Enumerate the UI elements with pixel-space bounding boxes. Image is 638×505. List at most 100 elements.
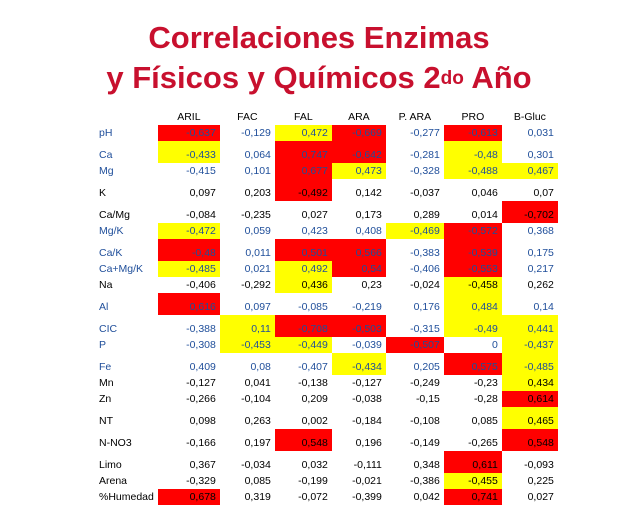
table-cell: -0,034 [241,459,271,471]
table-cell: 0,319 [244,491,271,503]
table-cell: 0,203 [244,187,271,199]
row-label: Ca+Mg/K [99,263,144,275]
table-cell: 0,472 [274,125,332,141]
table-cell: 0,492 [274,261,332,277]
column-header: B-Gluc [513,110,546,123]
table-row: N-NO3 -0,166 0,197 0,548 0,196 -0,149 -0,265 0,… [97,429,558,451]
table-cell: 0,408 [355,225,382,237]
table-cell: 0,434 [501,375,558,391]
row-label: Ca/Mg [99,209,130,221]
table-cell: 0,575 [443,353,502,375]
table-cell: 0,301 [527,149,554,161]
table-cell: -0,492 [274,179,332,201]
table-cell: 0,747 [274,141,332,163]
table-cell: -0,708 [274,315,332,337]
table-cell: 0,197 [244,437,271,449]
row-label: pH [99,127,113,139]
table-cell: -0,127 [186,377,216,389]
table-cell: -0,23 [473,377,498,389]
table-cell: 0,046 [471,187,498,199]
table-cell: 0,616 [157,293,220,315]
table-cell: 0,097 [189,187,216,199]
row-label: K [99,187,107,199]
table-cell: 0,142 [355,187,382,199]
table-cell: 0,409 [189,361,216,373]
row-label: Na [99,279,113,291]
table-cell: -0,386 [410,475,440,487]
row-label: Zn [99,393,112,405]
table-cell: -0,129 [241,127,271,139]
table-cell: -0,488 [443,163,502,179]
table-cell: -0,458 [443,277,502,293]
table-cell: -0,669 [331,125,386,141]
table-cell: -0,308 [186,339,216,351]
row-label: N-NO3 [99,437,132,449]
table-cell: -0,281 [410,149,440,161]
row-label: Arena [99,475,128,487]
table-cell: 0,059 [244,225,271,237]
table-cell: -0,219 [352,301,382,313]
title-line-2-end: Año [463,60,532,95]
table-cell: -0,039 [352,339,382,351]
table-cell: 0,611 [443,451,502,473]
table-cell: 0,262 [527,279,554,291]
table-cell: -0,434 [331,353,386,375]
table-cell: -0,433 [157,141,220,163]
table-cell: 0,064 [244,149,271,161]
table-cell: -0,48 [443,141,502,163]
table-cell: 0,101 [244,165,271,177]
table-cell: 0,484 [443,293,502,315]
table-cell: 0,217 [527,263,554,275]
table-cell: 0,11 [219,315,275,337]
table-cell: -0,453 [219,337,275,353]
table-cell: -0,407 [298,361,328,373]
table-row: Ca+Mg/K -0,485 0,021 0,492 0,54 -0,406 -0,553 0… [97,261,558,277]
table-cell: -0,127 [352,377,382,389]
table-row: K 0,097 0,203 -0,492 0,142 -0,037 0,046 0,07 [97,179,558,201]
table-row: Limo 0,367 -0,034 0,032 -0,111 0,348 0,611 -0,0… [97,451,558,473]
table-cell: 0 [492,339,498,351]
table-cell: -0,292 [241,279,271,291]
table-cell: -0,085 [298,301,328,313]
table-cell: 0,021 [244,263,271,275]
title-line-1: Correlaciones Enzimas [148,20,490,55]
table-row: P -0,308 -0,453 -0,449 -0,039 -0,507 0 -0,437 [97,337,558,353]
table-cell: 0,173 [355,209,382,221]
row-label: %Humedad [99,491,154,503]
table-body: pH -0,637 -0,129 0,472 -0,669 -0,277 -0,613 0,0… [97,125,558,505]
table-cell: -0,149 [410,437,440,449]
table-cell: -0,15 [415,393,440,405]
table-cell: -0,415 [186,165,216,177]
table-cell: 0,085 [471,415,498,427]
table-cell: 0,467 [501,163,558,179]
table-cell: -0,104 [241,393,271,405]
table-cell: 0,098 [189,415,216,427]
correlation-table: ARIL FAC FAL ARA P. ARA PRO B-Gluc pH -0,… [97,108,558,505]
column-header: ARA [348,110,370,123]
table-cell: 0,176 [413,301,440,313]
table-cell: -0,024 [410,279,440,291]
table-cell: 0,677 [274,163,332,179]
table-cell: 0,175 [527,247,554,259]
table-cell: 0,423 [301,225,328,237]
table-cell: 0,002 [301,415,328,427]
title-line-2: y Físicos y Químicos 2do Año [0,60,638,101]
row-label: Fe [99,361,112,373]
table-cell: -0,166 [186,437,216,449]
table-cell: -0,553 [443,261,502,277]
table-row: Fe 0,409 0,08 -0,407 -0,434 0,205 0,575 -0,485 [97,353,558,375]
table-cell: -0,48 [157,239,220,261]
table-row: Arena -0,329 0,085 -0,199 -0,021 -0,386 -0,455… [97,473,558,489]
header-row: ARIL FAC FAL ARA P. ARA PRO B-Gluc [97,108,558,125]
table-cell: 0,54 [331,261,386,277]
column-header: ARIL [177,110,201,123]
row-label: Limo [99,459,122,471]
table-cell: 0,209 [301,393,328,405]
table-cell: 0,23 [361,279,382,291]
table-cell: 0,548 [274,429,332,451]
table-cell: 0,031 [527,127,554,139]
table-cell: -0,503 [331,315,386,337]
table-cell: 0,14 [533,301,554,313]
row-label: Ca/K [99,247,123,259]
table-cell: -0,328 [410,165,440,177]
